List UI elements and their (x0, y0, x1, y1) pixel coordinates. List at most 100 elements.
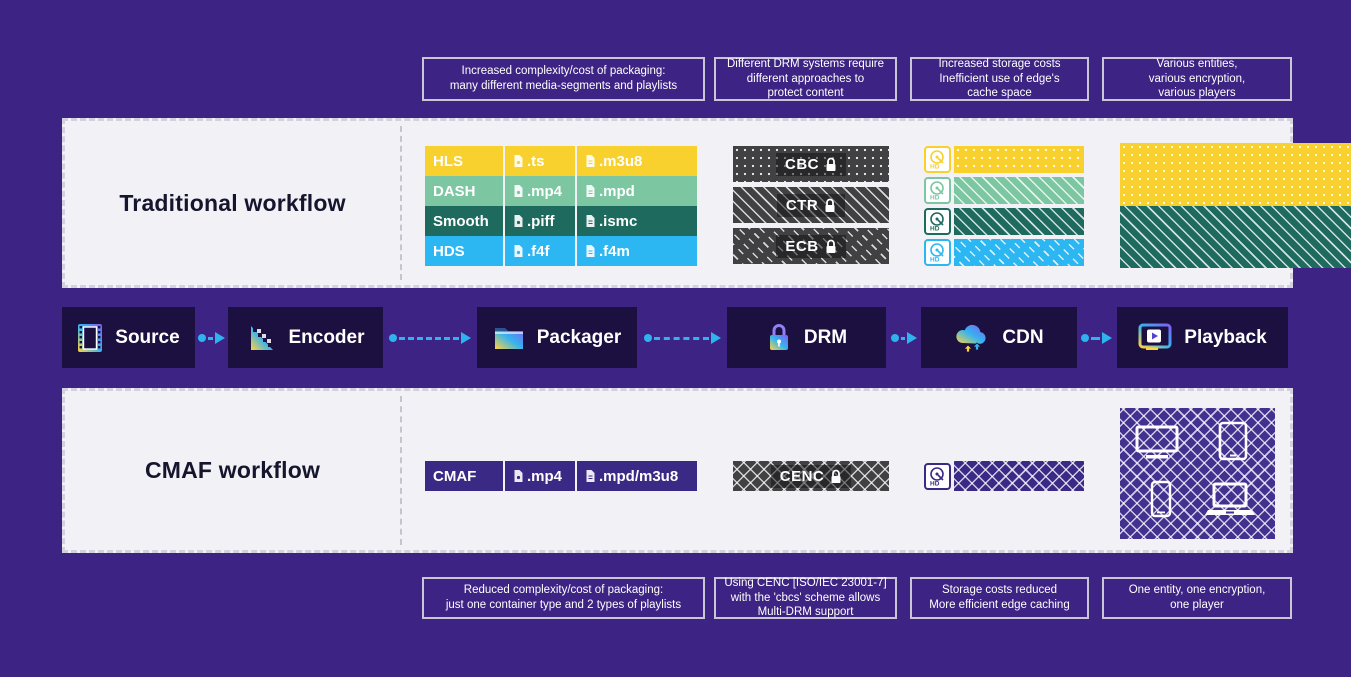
media-file-icon (514, 470, 523, 482)
annotation-traditional-packaging: Increased complexity/cost of packaging: … (422, 57, 705, 101)
arrow-dot (1081, 334, 1089, 342)
annotation-traditional-playback: Various entities, various encryption, va… (1102, 57, 1292, 101)
media-file-icon (514, 185, 523, 197)
arrow-head-icon (215, 332, 225, 344)
encoder-icon (251, 325, 274, 350)
annotation-cmaf-packaging: Reduced complexity/cost of packaging: ju… (422, 577, 705, 619)
annotation-line: More efficient edge caching (929, 599, 1070, 611)
annotation-line: cache space (967, 87, 1032, 100)
arrow-dot (389, 334, 397, 342)
annotation-line: protect content (767, 87, 844, 100)
lock-icon (826, 239, 836, 253)
media-file-cell: .piff (503, 206, 575, 236)
flow-arrow (389, 330, 471, 346)
annotation-line: One entity, one encryption, (1128, 584, 1266, 597)
playlist-file-cell: .f4m (575, 236, 697, 266)
pipeline-node-label: Packager (536, 326, 622, 348)
traditional-devices-grid (1120, 143, 1351, 268)
annotation-line: just one container type and 2 types of p… (445, 599, 682, 611)
encryption-mode-label: CTR (785, 196, 819, 214)
pipeline-node-drm: DRM (727, 307, 886, 368)
format-name: HLS (433, 152, 463, 170)
format-name: CMAF (433, 467, 477, 485)
traditional-format-table: HLS .ts .m3u8 DASH .mp4 .mpd Smooth .pif… (425, 146, 697, 266)
band-divider (400, 126, 402, 280)
playlist-file-icon (586, 185, 595, 197)
playlist-file-cell: .m3u8 (575, 146, 697, 176)
tv-icon (1135, 425, 1179, 459)
playlist-file-cell: .mpd/m3u8 (575, 461, 697, 491)
annotation-line: various players (1158, 87, 1236, 100)
flow-arrow (891, 330, 917, 346)
traditional-workflow-title: Traditional workflow (119, 189, 346, 216)
cmaf-workflow-band: CMAF workflow CMAF .mp4 .mpd/m3u8 CENC H… (62, 388, 1293, 553)
annotation-line: Increased storage costs (938, 57, 1061, 70)
playlist-file-cell: .ismc (575, 206, 697, 236)
format-name: Smooth (433, 212, 489, 230)
format-row-hds: HDS .f4f .f4m (425, 236, 697, 266)
media-file-icon (514, 155, 523, 167)
arrow-head-icon (1102, 332, 1112, 344)
pipeline-node-label: Source (115, 326, 180, 348)
annotation-line: many different media-segments and playli… (449, 80, 678, 92)
storage-row-smooth: HD (924, 208, 1084, 235)
traditional-workflow-band: Traditional workflow HLS .ts .m3u8 DASH … (62, 118, 1351, 288)
cmaf-workflow-title: CMAF workflow (144, 457, 321, 483)
pipeline-node-source: Source (62, 307, 195, 368)
annotation-line: various encryption, (1148, 72, 1246, 85)
annotation-traditional-drm: Different DRM systems require different … (714, 57, 897, 101)
pipeline-node-label: DRM (803, 326, 848, 348)
annotation-line: with the 'cbcs' scheme allows (730, 591, 881, 604)
storage-row-hls: HD (924, 146, 1084, 173)
pipeline-node-cdn: CDN (921, 307, 1077, 368)
lock-icon (825, 198, 835, 212)
storage-bar (954, 146, 1084, 173)
annotation-cmaf-playback: One entity, one encryption, one player (1102, 577, 1292, 619)
annotation-line: different approaches to (746, 72, 865, 85)
annotation-line: Using CENC [ISO/IEC 23001-7] (724, 576, 887, 589)
phone-icon (1150, 480, 1172, 518)
media-file-cell: .mp4 (503, 176, 575, 206)
storage-bar (954, 461, 1084, 491)
encryption-mode-label: CBC (785, 155, 819, 173)
media-file-cell: .mp4 (503, 461, 575, 491)
film-strip-icon (78, 323, 103, 352)
tablet-icon (1218, 421, 1248, 461)
encryption-box-cenc: CENC (733, 461, 889, 491)
svg-text:HD: HD (930, 226, 940, 233)
storage-row-hds: HD (924, 239, 1084, 266)
encryption-box-ecb: ECB (733, 228, 889, 264)
pipeline-node-label: Playback (1184, 326, 1267, 348)
traditional-encryption-stack: CBC CTR ECB (733, 146, 889, 269)
hard-disk-icon: HD (924, 177, 951, 204)
storage-bar (954, 208, 1084, 235)
pipeline-node-label: Encoder (288, 326, 365, 348)
annotation-line: one player (1170, 599, 1224, 611)
format-name: HDS (433, 242, 465, 260)
annotation-line: Different DRM systems require (727, 57, 884, 70)
pipeline-node-label: CDN (1002, 326, 1044, 348)
svg-text:HD: HD (930, 164, 940, 171)
annotation-line: Reduced complexity/cost of packaging: (463, 584, 664, 597)
cmaf-storage-stack: HD (924, 461, 1084, 495)
device-quadrant-tv (1120, 143, 1351, 206)
cmaf-encryption-stack: CENC (733, 461, 889, 496)
playlist-file-cell: .mpd (575, 176, 697, 206)
arrow-dashes (654, 336, 709, 340)
arrow-dashes (208, 336, 213, 340)
traditional-storage-stack: HD HD HD HD (924, 146, 1084, 270)
pipeline-node-encoder: Encoder (228, 307, 383, 368)
arrow-dashes (399, 336, 459, 340)
hard-disk-icon: HD (924, 208, 951, 235)
annotation-traditional-storage: Increased storage costs Inefficient use … (910, 57, 1089, 101)
encryption-box-cbc: CBC (733, 146, 889, 182)
format-name: DASH (433, 182, 476, 200)
lock-icon (831, 469, 841, 483)
encryption-mode-label: ECB (785, 237, 819, 255)
hard-disk-icon: HD (924, 239, 951, 266)
cmaf-devices-panel (1120, 408, 1275, 539)
arrow-dot (891, 334, 899, 342)
media-file-cell: .f4f (503, 236, 575, 266)
arrow-dot (198, 334, 206, 342)
